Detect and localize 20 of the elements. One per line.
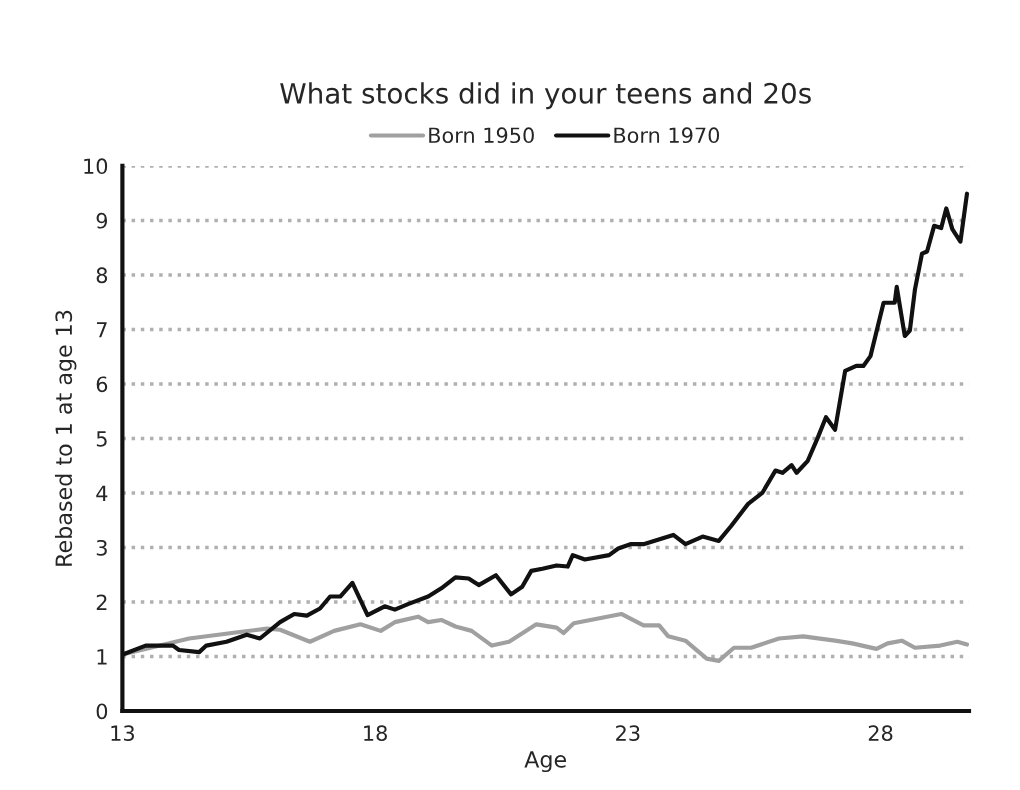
x-tick-label: 28 <box>868 725 893 742</box>
x-tick-label: 18 <box>364 725 387 742</box>
y-tick-label: 10 <box>84 158 108 175</box>
legend-label: Born 1950 <box>429 127 534 144</box>
x-axis-title: Age <box>524 751 567 773</box>
legend-label: Born 1970 <box>614 127 720 144</box>
y-tick-label: 5 <box>96 431 107 447</box>
x-tick-label: 23 <box>616 725 640 742</box>
y-axis-title: Rebased to 1 at age 13 <box>54 310 77 566</box>
y-tick-label: 8 <box>96 267 108 284</box>
y-tick-label: 2 <box>96 594 107 610</box>
y-tick-label: 1 <box>97 649 107 665</box>
x-tick-label: 13 <box>111 725 134 742</box>
y-tick-label: 4 <box>96 485 108 501</box>
y-tick-label: 3 <box>96 539 107 556</box>
y-tick-label: 6 <box>96 376 108 393</box>
chart-title: What stocks did in your teens and 20s <box>280 82 811 110</box>
y-tick-label: 9 <box>96 212 108 229</box>
y-tick-label: 0 <box>96 703 108 720</box>
y-tick-label: 7 <box>96 322 107 338</box>
